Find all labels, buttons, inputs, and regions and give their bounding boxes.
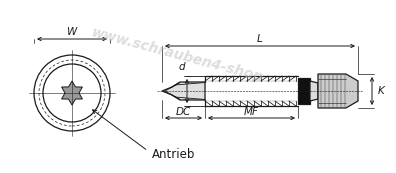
- Text: W: W: [67, 27, 77, 37]
- Text: K: K: [378, 86, 385, 96]
- Text: www.schrauben4-shop: www.schrauben4-shop: [90, 25, 265, 85]
- Text: DC: DC: [176, 107, 191, 117]
- Polygon shape: [310, 81, 318, 101]
- Text: Antrieb: Antrieb: [152, 148, 195, 161]
- Text: d: d: [179, 62, 185, 72]
- Bar: [298, 78, 310, 104]
- Polygon shape: [162, 82, 205, 100]
- Text: MF: MF: [244, 107, 259, 117]
- Text: L: L: [257, 34, 263, 44]
- Polygon shape: [62, 81, 82, 105]
- Polygon shape: [318, 74, 358, 108]
